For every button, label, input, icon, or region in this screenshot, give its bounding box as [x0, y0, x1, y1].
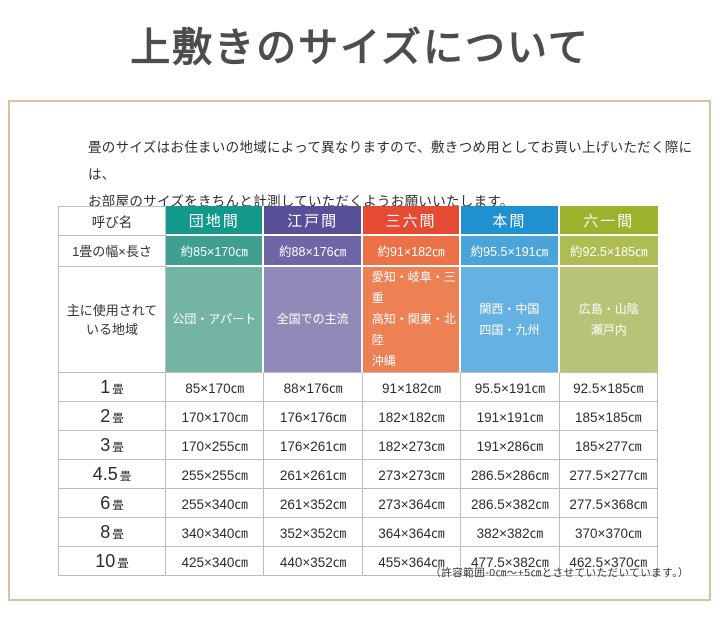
table-row: 6 畳 255×340㎝ 261×352㎝ 273×364㎝ 286.5×382㎝ 277.…: [59, 489, 658, 518]
size-cell: 273×364㎝: [362, 489, 462, 518]
size-rows: 1 畳 85×170㎝ 88×176㎝ 91×182㎝ 95.5×191㎝ 92.5×185…: [59, 373, 658, 576]
tatami-size-table: 呼び名 団地間 江戸間 三六間 本間 六一間 1畳の幅×長さ 約85×170㎝ …: [58, 206, 658, 576]
column-header-danchima: 団地間: [166, 206, 265, 236]
row-label-unit: 畳: [112, 499, 124, 512]
size-cell: 455×364㎝: [362, 547, 462, 576]
size-cell: 185×277㎝: [559, 431, 658, 460]
region-row-label: 主に使用されて いる地域: [59, 267, 166, 373]
row-label-unit: 畳: [112, 412, 124, 425]
row-label-unit: 畳: [117, 557, 129, 570]
header-row: 呼び名 団地間 江戸間 三六間 本間 六一間: [59, 206, 658, 236]
row-label-number: 4.5: [92, 463, 118, 484]
column-header-edoma: 江戸間: [264, 206, 363, 236]
size-cell: 477.5×382㎝: [461, 547, 560, 576]
column-header-sabroku: 三六間: [362, 206, 462, 236]
size-cell: 92.5×185㎝: [559, 373, 658, 402]
row-label-unit: 畳: [112, 383, 124, 396]
size-cell: 170×255㎝: [166, 431, 265, 460]
column-header-rokuichima: 六一間: [559, 206, 658, 236]
size-cell: 370×370㎝: [559, 518, 658, 547]
unit-size-row: 1畳の幅×長さ 約85×170㎝ 約88×176㎝ 約91×182㎝ 約95.5…: [59, 236, 658, 267]
region-cell: 広島・山陰 瀬戸内: [559, 267, 658, 373]
page-title: 上敷きのサイズについて: [130, 25, 590, 70]
region-cell: 全国での主流: [264, 267, 363, 373]
size-table: 呼び名 団地間 江戸間 三六間 本間 六一間 1畳の幅×長さ 約85×170㎝ …: [58, 206, 658, 576]
row-label-number: 1: [100, 376, 111, 397]
size-cell: 91×182㎝: [362, 373, 462, 402]
tolerance-footnote: （許容範囲-0㎝～+5㎝とさせていただいています。）: [430, 567, 689, 579]
table-row: 8 畳 340×340㎝ 352×352㎝ 364×364㎝ 382×382㎝ 370×37…: [59, 518, 658, 547]
region-cell: 公団・アパート: [166, 267, 265, 373]
size-cell: 261×261㎝: [264, 460, 363, 489]
table-row: 2 畳 170×170㎝ 176×176㎝ 182×182㎝ 191×191㎝ 185×18…: [59, 402, 658, 431]
table-row: 4.5 畳 255×255㎝ 261×261㎝ 273×273㎝ 286.5×286㎝ 27…: [59, 460, 658, 489]
size-cell: 425×340㎝: [166, 547, 265, 576]
size-cell: 352×352㎝: [264, 518, 363, 547]
size-cell: 286.5×382㎝: [461, 489, 560, 518]
corner-label: 呼び名: [59, 206, 166, 236]
region-row: 主に使用されて いる地域 公団・アパート 全国での主流 愛知・岐阜・三重 高知・…: [59, 267, 658, 373]
size-cell: 182×273㎝: [362, 431, 462, 460]
table-row: 1 畳 85×170㎝ 88×176㎝ 91×182㎝ 95.5×191㎝ 92.5×185…: [59, 373, 658, 402]
size-cell: 170×170㎝: [166, 402, 265, 431]
size-cell: 462.5×370㎝: [559, 547, 658, 576]
size-cell: 85×170㎝: [166, 373, 265, 402]
size-cell: 255×255㎝: [166, 460, 265, 489]
row-label: 10 畳: [59, 547, 166, 576]
intro-line-1: 畳のサイズはお住まいの地域によって異なりますので、敷きつめ用としてお買い上げいた…: [88, 140, 693, 182]
size-cell: 185×185㎝: [559, 402, 658, 431]
intro-text: 畳のサイズはお住まいの地域によって異なりますので、敷きつめ用としてお買い上げいた…: [88, 134, 709, 215]
row-label-number: 6: [100, 492, 111, 513]
unit-size-cell: 約95.5×191㎝: [461, 236, 560, 267]
unit-size-row-label: 1畳の幅×長さ: [59, 236, 166, 267]
size-cell: 364×364㎝: [362, 518, 462, 547]
unit-size-cell: 約91×182㎝: [362, 236, 462, 267]
size-cell: 88×176㎝: [264, 373, 363, 402]
region-cell: 関西・中国 四国・九州: [461, 267, 560, 373]
row-label-unit: 畳: [112, 441, 124, 454]
intro-line-2: お部屋のサイズをきちんと計測していただくようお願いいたします。: [88, 194, 514, 209]
size-cell: 191×191㎝: [461, 402, 560, 431]
unit-size-cell: 約92.5×185㎝: [559, 236, 658, 267]
table-row: 3 畳 170×255㎝ 176×261㎝ 182×273㎝ 191×286㎝ 185×27…: [59, 431, 658, 460]
size-cell: 340×340㎝: [166, 518, 265, 547]
size-cell: 191×286㎝: [461, 431, 560, 460]
size-cell: 273×273㎝: [362, 460, 462, 489]
unit-size-cell: 約88×176㎝: [264, 236, 363, 267]
row-label-unit: 畳: [112, 528, 124, 541]
size-cell: 176×261㎝: [264, 431, 363, 460]
size-cell: 286.5×286㎝: [461, 460, 560, 489]
table-row: 10 畳 425×340㎝ 440×352㎝ 455×364㎝ 477.5×382㎝ 462…: [59, 547, 658, 576]
unit-size-cell: 約85×170㎝: [166, 236, 265, 267]
row-label-number: 3: [100, 434, 111, 455]
size-cell: 176×176㎝: [264, 402, 363, 431]
row-label-number: 10: [95, 550, 116, 571]
size-cell: 440×352㎝: [264, 547, 363, 576]
row-label-unit: 畳: [119, 470, 132, 483]
row-label: 4.5 畳: [59, 460, 166, 489]
size-cell: 95.5×191㎝: [461, 373, 560, 402]
column-header-honma: 本間: [461, 206, 560, 236]
size-cell: 261×352㎝: [264, 489, 363, 518]
size-cell: 382×382㎝: [461, 518, 560, 547]
size-cell: 277.5×368㎝: [559, 489, 658, 518]
size-cell: 255×340㎝: [166, 489, 265, 518]
row-label-number: 2: [100, 405, 111, 426]
size-cell: 182×182㎝: [362, 402, 462, 431]
row-label-number: 8: [100, 521, 111, 542]
region-cell: 愛知・岐阜・三重 高知・関東・北陸 沖縄: [362, 267, 462, 373]
content-panel: 畳のサイズはお住まいの地域によって異なりますので、敷きつめ用としてお買い上げいた…: [8, 100, 711, 601]
size-cell: 277.5×277㎝: [559, 460, 658, 489]
